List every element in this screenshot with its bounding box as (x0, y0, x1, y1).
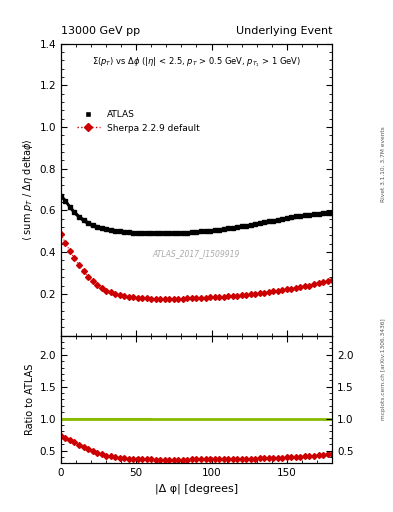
Text: Rivet 3.1.10, 3.7M events: Rivet 3.1.10, 3.7M events (381, 126, 386, 202)
Text: mcplots.cern.ch [arXiv:1306.3436]: mcplots.cern.ch [arXiv:1306.3436] (381, 318, 386, 419)
Legend: ATLAS, Sherpa 2.2.9 default: ATLAS, Sherpa 2.2.9 default (73, 106, 203, 136)
Y-axis label: Ratio to ATLAS: Ratio to ATLAS (25, 364, 35, 435)
Text: Underlying Event: Underlying Event (235, 26, 332, 36)
Text: 13000 GeV pp: 13000 GeV pp (61, 26, 140, 36)
Text: ATLAS_2017_I1509919: ATLAS_2017_I1509919 (153, 249, 240, 259)
Text: $\Sigma(p_T)$ vs $\Delta\phi$ ($|\eta|$ < 2.5, $p_T$ > 0.5 GeV, $p_{T_1}$ > 1 Ge: $\Sigma(p_T)$ vs $\Delta\phi$ ($|\eta|$ … (92, 55, 301, 69)
Y-axis label: $\langle$ sum $p_T$ / $\Delta\eta$ delta$\phi\rangle$: $\langle$ sum $p_T$ / $\Delta\eta$ delta… (21, 138, 35, 241)
X-axis label: |Δ φ| [degrees]: |Δ φ| [degrees] (155, 484, 238, 494)
